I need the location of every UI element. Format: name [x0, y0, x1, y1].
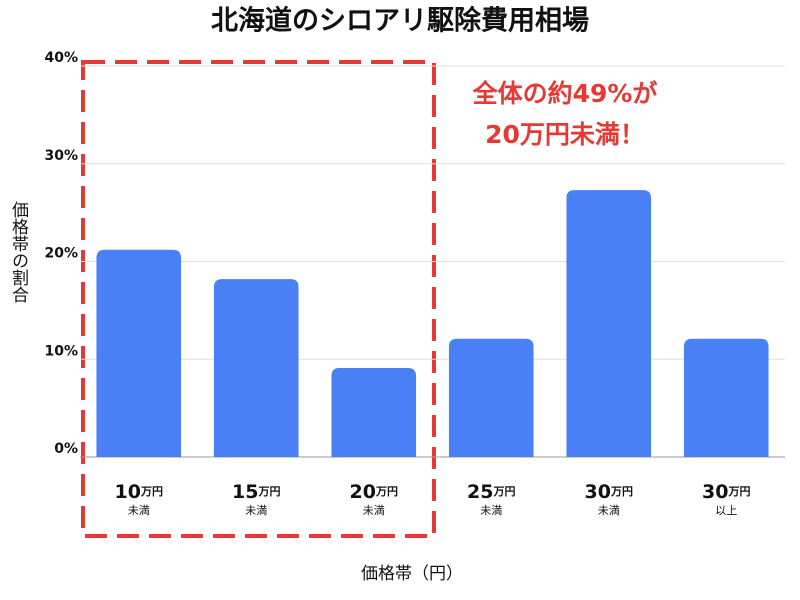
bar: [448, 338, 534, 457]
annotation: 全体の約49%が: [472, 79, 658, 108]
y-tick-label: 0%: [54, 441, 78, 457]
bar: [96, 249, 182, 457]
x-tick-sublabel: 以上: [715, 504, 737, 517]
annotation: 20万円未満！: [485, 120, 645, 149]
x-tick-sublabel: 未満: [480, 504, 502, 517]
category-unit: 万円: [375, 485, 398, 498]
x-tick-label: 20万円: [350, 481, 398, 503]
x-tick-sublabel: 未満: [245, 504, 267, 517]
y-axis-label: 価格帯の割合: [8, 201, 29, 303]
y-tick-label: 20%: [44, 246, 78, 262]
highlight-box: [81, 60, 436, 538]
category-unit: 万円: [140, 485, 163, 498]
bar: [331, 368, 417, 457]
x-tick-label: 25万円: [467, 481, 515, 503]
category-amount: 25: [467, 481, 493, 503]
category-unit: 万円: [257, 485, 280, 498]
category-amount: 30: [702, 481, 728, 503]
category-unit: 万円: [727, 485, 750, 498]
chart-title: 北海道のシロアリ駆除費用相場: [211, 5, 589, 37]
x-tick-sublabel: 未満: [363, 504, 385, 517]
y-tick-label: 40%: [44, 50, 78, 66]
x-tick-label: 30万円: [585, 481, 633, 503]
category-unit: 万円: [610, 485, 633, 498]
x-tick-sublabel: 未満: [598, 504, 620, 517]
category-amount: 15: [232, 481, 258, 503]
category-amount: 20: [350, 481, 376, 503]
x-axis-label: 価格帯（円）: [361, 564, 463, 584]
bar: [683, 338, 769, 457]
y-tick-label: 30%: [44, 148, 78, 164]
x-tick-sublabel: 未満: [128, 504, 150, 517]
y-tick-label: 10%: [44, 343, 78, 359]
category-amount: 10: [115, 481, 141, 503]
category-unit: 万円: [492, 485, 515, 498]
x-tick-label: 30万円: [702, 481, 750, 503]
bar: [213, 279, 299, 457]
x-tick-label: 15万円: [232, 481, 280, 503]
x-tick-label: 10万円: [115, 481, 163, 503]
bar: [566, 190, 652, 457]
category-amount: 30: [585, 481, 611, 503]
